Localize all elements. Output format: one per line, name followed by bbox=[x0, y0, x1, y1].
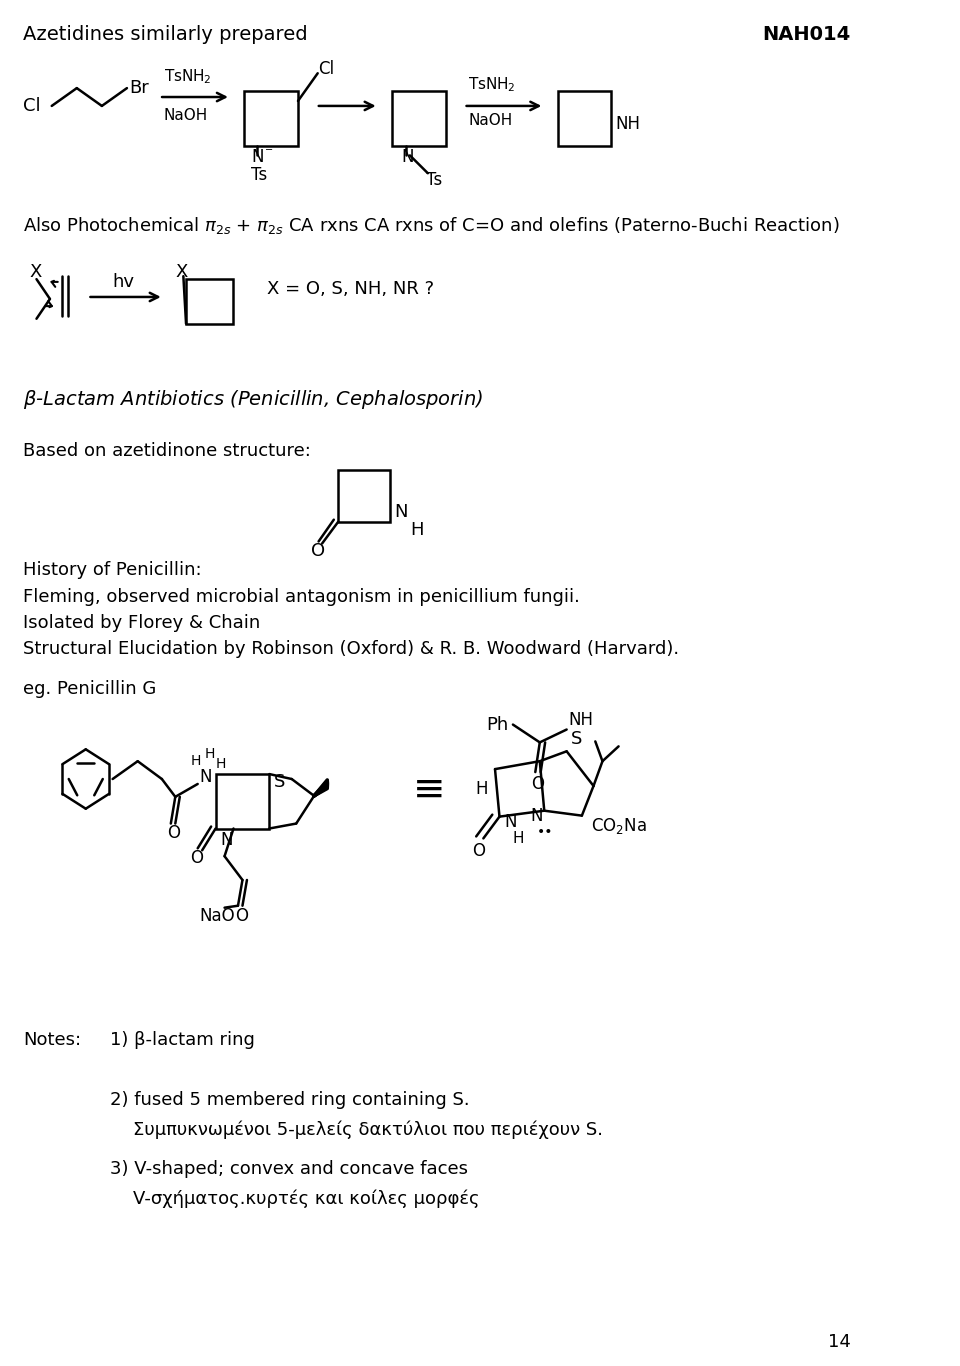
Text: N: N bbox=[220, 832, 232, 850]
Text: Ts: Ts bbox=[252, 167, 268, 184]
Bar bbox=[338, 470, 390, 522]
Text: NH: NH bbox=[568, 710, 593, 728]
Text: Br: Br bbox=[130, 79, 150, 97]
Text: X = O, S, NH, NR ?: X = O, S, NH, NR ? bbox=[267, 280, 434, 298]
Text: ••: •• bbox=[537, 825, 554, 840]
Text: Ph: Ph bbox=[486, 716, 508, 734]
Text: N: N bbox=[531, 807, 543, 825]
Text: V-σχήματος.κυρτές και κοίλες μορφές: V-σχήματος.κυρτές και κοίλες μορφές bbox=[110, 1190, 480, 1209]
Text: $\beta$-Lactam Antibiotics (Penicillin, Cephalosporin): $\beta$-Lactam Antibiotics (Penicillin, … bbox=[23, 388, 483, 411]
Text: NH: NH bbox=[615, 115, 640, 133]
Text: H: H bbox=[204, 747, 215, 761]
Text: 2) fused 5 membered ring containing S.: 2) fused 5 membered ring containing S. bbox=[110, 1091, 469, 1109]
Text: 1) β-lactam ring: 1) β-lactam ring bbox=[110, 1031, 254, 1049]
Text: $\equiv$: $\equiv$ bbox=[405, 770, 444, 807]
Text: TsNH$_2$: TsNH$_2$ bbox=[163, 67, 211, 86]
Bar bbox=[216, 775, 270, 829]
Text: X: X bbox=[30, 264, 41, 281]
Text: NaOH: NaOH bbox=[468, 113, 513, 128]
Text: Cl: Cl bbox=[23, 97, 40, 115]
Text: O: O bbox=[190, 850, 204, 867]
Text: NAH014: NAH014 bbox=[762, 25, 851, 44]
Text: X: X bbox=[176, 264, 187, 281]
Text: $^{-}$: $^{-}$ bbox=[264, 146, 274, 160]
Text: O: O bbox=[235, 907, 249, 925]
Text: Notes:: Notes: bbox=[23, 1031, 82, 1049]
Text: O: O bbox=[311, 542, 325, 560]
Text: N: N bbox=[200, 768, 212, 785]
Text: NaOH: NaOH bbox=[163, 108, 208, 123]
Text: Based on azetidinone structure:: Based on azetidinone structure: bbox=[23, 443, 311, 460]
Text: S: S bbox=[274, 773, 285, 791]
Text: Ts: Ts bbox=[426, 171, 443, 189]
Text: Azetidines similarly prepared: Azetidines similarly prepared bbox=[23, 25, 308, 44]
Text: CO$_2$Na: CO$_2$Na bbox=[590, 816, 647, 836]
Text: N: N bbox=[394, 503, 407, 520]
Text: NaO: NaO bbox=[200, 907, 235, 925]
Text: O: O bbox=[472, 843, 486, 861]
Text: N: N bbox=[252, 149, 264, 167]
Text: N: N bbox=[401, 149, 414, 167]
Text: O: O bbox=[531, 775, 543, 792]
Text: Cl: Cl bbox=[318, 60, 334, 78]
Text: History of Penicillin:
Fleming, observed microbial antagonism in penicillium fun: History of Penicillin: Fleming, observed… bbox=[23, 561, 679, 658]
Text: H: H bbox=[216, 757, 226, 772]
Text: Συμπυκνωμένοι 5-μελείς δακτύλιοι που περιέχουν S.: Συμπυκνωμένοι 5-μελείς δακτύλιοι που περ… bbox=[110, 1120, 603, 1139]
Text: S: S bbox=[571, 731, 583, 749]
Text: 3) V-shaped; convex and concave faces: 3) V-shaped; convex and concave faces bbox=[110, 1160, 468, 1177]
Bar bbox=[244, 92, 298, 146]
Text: H: H bbox=[410, 520, 423, 538]
Text: hv: hv bbox=[112, 273, 134, 291]
Text: O: O bbox=[167, 825, 180, 843]
Text: Also Photochemical $\pi_{2s}$ + $\pi_{2s}$ CA rxns CA rxns of C=O and olefins (P: Also Photochemical $\pi_{2s}$ + $\pi_{2s… bbox=[23, 214, 840, 236]
Text: H: H bbox=[190, 754, 201, 768]
Text: 14: 14 bbox=[828, 1333, 851, 1351]
Bar bbox=[186, 279, 232, 324]
Text: eg. Penicillin G: eg. Penicillin G bbox=[23, 680, 156, 698]
Text: H: H bbox=[513, 831, 524, 846]
Text: H: H bbox=[475, 780, 488, 798]
Text: N: N bbox=[504, 813, 516, 831]
Bar bbox=[558, 92, 612, 146]
Text: TsNH$_2$: TsNH$_2$ bbox=[468, 75, 516, 93]
Bar bbox=[392, 92, 445, 146]
